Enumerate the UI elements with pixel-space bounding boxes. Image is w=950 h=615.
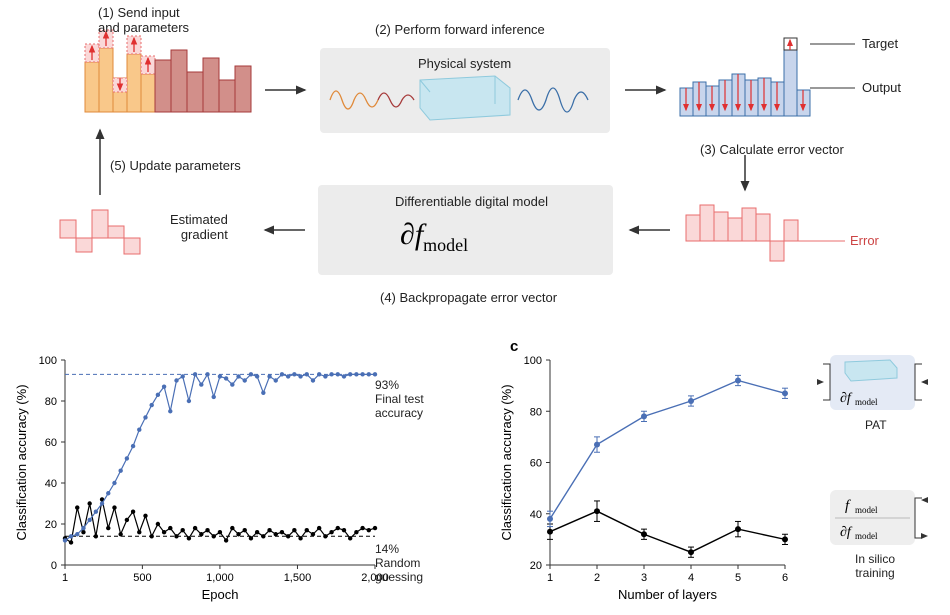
final-acc-label: 93% Final test accuracy [375,378,424,420]
svg-text:1: 1 [547,572,553,584]
svg-text:60: 60 [45,437,57,449]
svg-text:model: model [855,531,878,541]
crystal-icon [420,76,510,120]
model-formula: ∂fmodel [400,218,468,256]
step5-label: (5) Update parameters [110,158,241,173]
step2-label: (2) Perform forward inference [375,22,545,37]
svg-text:1: 1 [62,572,68,584]
step3-label: (3) Calculate error vector [700,142,844,157]
svg-text:Epoch: Epoch [202,587,239,602]
target-label: Target [862,36,898,51]
svg-text:40: 40 [530,509,542,521]
error-label: Error [850,233,879,248]
gradient-bars [60,210,140,254]
svg-text:1,000: 1,000 [206,572,234,584]
svg-text:model: model [855,505,878,515]
est-grad-label: Estimated gradient [170,212,228,242]
random-label: 14% Random guessing [375,542,423,584]
svg-text:2: 2 [594,572,600,584]
model-label: Differentiable digital model [395,194,548,209]
svg-text:20: 20 [530,560,542,572]
step4-label: (4) Backpropagate error vector [380,290,557,305]
svg-text:4: 4 [688,572,694,584]
svg-text:100: 100 [524,355,542,367]
phys-label: Physical system [418,56,511,71]
step1-bars [85,30,251,112]
svg-text:Number of layers: Number of layers [618,587,717,602]
output-bars [680,38,855,116]
svg-text:100: 100 [39,355,57,367]
step1-label: (1) Send input and parameters [98,5,189,35]
insilico-label: In silico training [855,552,895,580]
svg-text:5: 5 [735,572,741,584]
error-bars [686,205,845,261]
svg-text:500: 500 [133,572,151,584]
svg-text:80: 80 [530,406,542,418]
svg-text:model: model [855,397,878,407]
svg-text:6: 6 [782,572,788,584]
svg-text:80: 80 [45,396,57,408]
panel-c-chart: 20 40 60 80 100 1 2 3 4 5 6 Number of layers Classif… [495,340,815,610]
output-label: Output [862,80,901,95]
pat-label: PAT [865,418,887,432]
svg-text:0: 0 [51,560,57,572]
svg-text:3: 3 [641,572,647,584]
svg-text:20: 20 [45,519,57,531]
svg-text:40: 40 [45,478,57,490]
svg-text:60: 60 [530,458,542,470]
svg-text:Classification accuracy (%): Classification accuracy (%) [14,384,29,540]
svg-text:Classification accuracy (%): Classification accuracy (%) [499,384,514,540]
svg-text:1,500: 1,500 [284,572,312,584]
